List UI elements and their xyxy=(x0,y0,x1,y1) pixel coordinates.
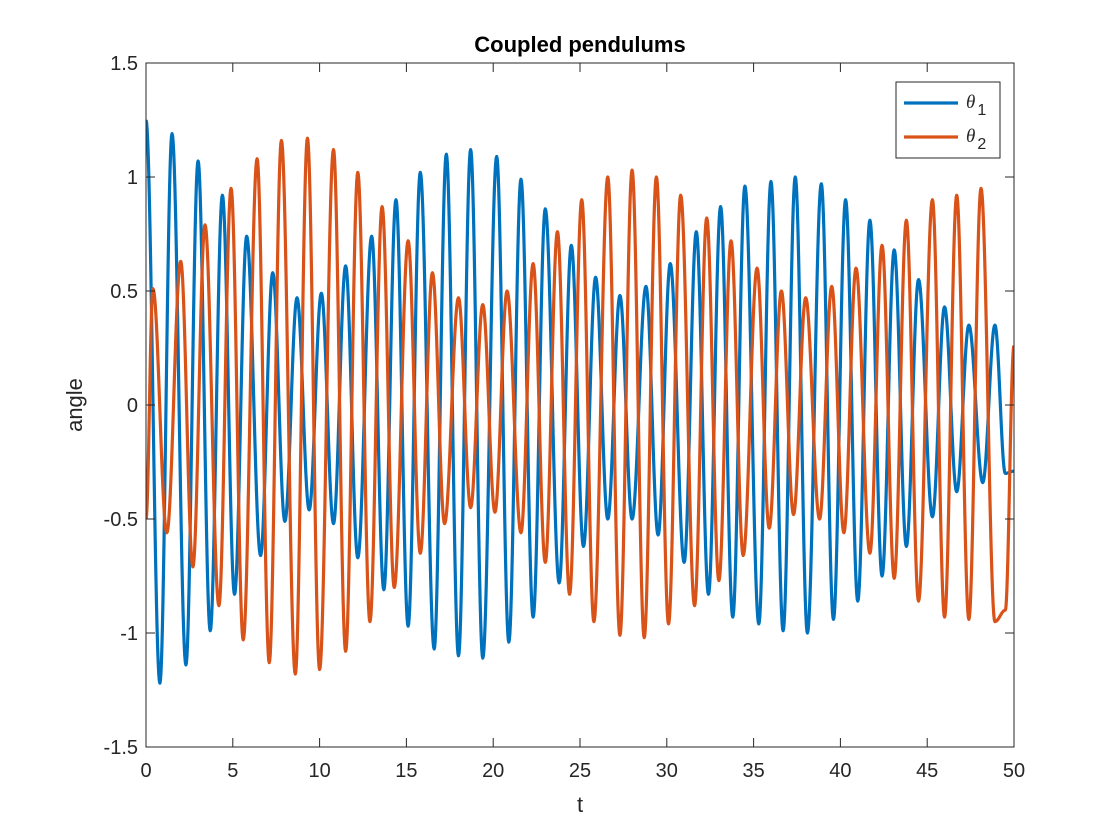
x-tick-label: 25 xyxy=(569,760,591,782)
x-tick-label: 50 xyxy=(1003,760,1025,782)
x-tick-label: 45 xyxy=(916,760,938,782)
x-axis: 0 5 10 15 20 25 30 35 40 45 50 xyxy=(140,63,1025,782)
y-tick-label: 1.5 xyxy=(110,53,138,75)
x-tick-label: 0 xyxy=(140,760,151,782)
y-tick-label: -0.5 xyxy=(104,509,138,531)
chart-title: Coupled pendulums xyxy=(474,32,685,57)
x-tick-label: 35 xyxy=(742,760,764,782)
y-tick-label: -1.5 xyxy=(104,737,138,759)
legend-symbol: θ xyxy=(966,126,975,147)
y-tick-label: 0 xyxy=(127,395,138,417)
x-tick-label: 10 xyxy=(308,760,330,782)
y-axis: -1.5 -1 -0.5 0 0.5 1 1.5 xyxy=(104,53,1014,759)
legend: θ 1θ 2 xyxy=(895,81,1001,159)
legend-subscript: 2 xyxy=(977,136,986,153)
legend-box xyxy=(895,81,1001,159)
y-tick-label: 0.5 xyxy=(110,281,138,303)
x-axis-label: t xyxy=(577,792,583,817)
x-tick-label: 30 xyxy=(656,760,678,782)
y-tick-label: -1 xyxy=(120,623,138,645)
legend-symbol: θ xyxy=(966,92,975,113)
x-tick-label: 20 xyxy=(482,760,504,782)
series-layer xyxy=(146,119,1014,685)
y-tick-label: 1 xyxy=(127,167,138,189)
series-1-line xyxy=(146,119,1014,685)
legend-subscript: 1 xyxy=(977,102,986,119)
series-2-line xyxy=(146,136,1014,676)
x-tick-label: 15 xyxy=(395,760,417,782)
x-tick-label: 5 xyxy=(227,760,238,782)
x-tick-label: 40 xyxy=(829,760,851,782)
y-axis-label: angle xyxy=(62,378,87,432)
